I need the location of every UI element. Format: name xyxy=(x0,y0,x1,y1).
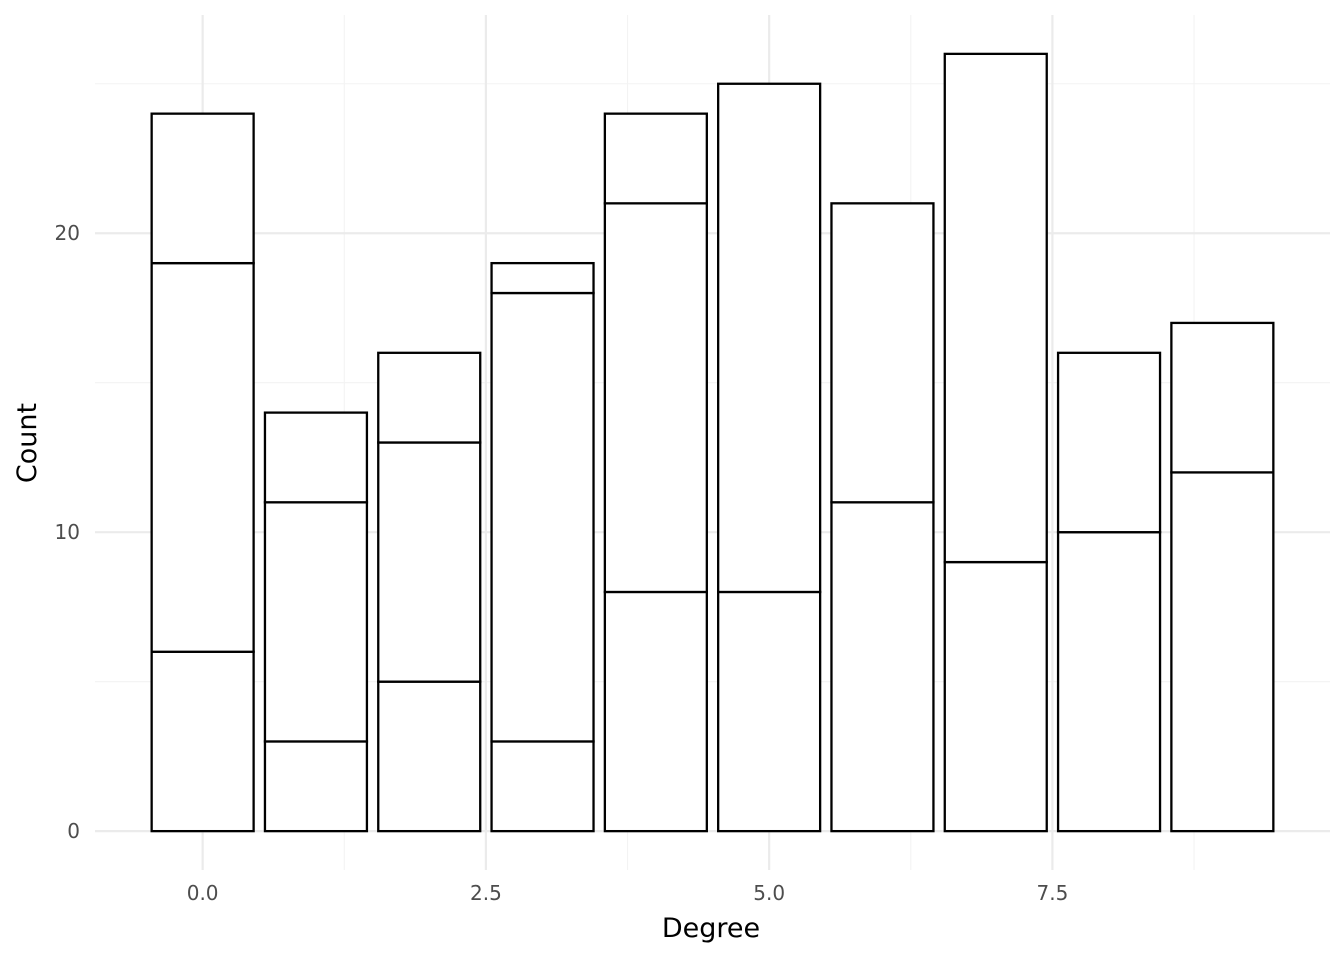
bar-segment xyxy=(603,590,708,833)
bar-degree-5 xyxy=(717,82,822,833)
bar-segment xyxy=(377,441,482,683)
bar-segment xyxy=(1170,321,1275,474)
bar-degree-9 xyxy=(1170,321,1275,833)
bar-degree-4 xyxy=(603,112,708,833)
x-tick-label: 5.0 xyxy=(753,881,785,905)
bar-degree-0 xyxy=(150,112,255,833)
y-axis-title: Count xyxy=(12,403,43,483)
x-axis-title: Degree xyxy=(662,913,760,944)
bar-segment xyxy=(377,680,482,833)
bar-segment xyxy=(603,112,708,205)
bar-degree-1 xyxy=(263,411,369,833)
bar-segment xyxy=(943,560,1048,833)
bar-segment xyxy=(830,501,935,833)
bar-segment xyxy=(830,202,935,504)
bar-segment xyxy=(490,740,595,833)
bar-segment xyxy=(150,261,255,653)
bar-segment xyxy=(1170,471,1275,833)
bar-segment xyxy=(150,650,255,833)
bar-segment xyxy=(1056,531,1162,833)
bar-segment xyxy=(717,590,822,833)
bar-segment xyxy=(263,740,369,833)
x-tick-label: 7.5 xyxy=(1037,881,1069,905)
bar-segment xyxy=(943,52,1048,564)
bar-segment xyxy=(1056,351,1162,534)
bar-segment xyxy=(490,261,595,295)
bar-degree-2 xyxy=(377,351,482,833)
bar-segment xyxy=(263,411,369,504)
bar-segment xyxy=(490,291,595,743)
y-tick-label: 20 xyxy=(55,221,80,245)
bar-segment xyxy=(717,82,822,594)
y-axis-ticks: 0 10 20 xyxy=(55,221,80,843)
bars xyxy=(150,52,1275,833)
y-tick-label: 0 xyxy=(67,819,80,843)
x-tick-label: 2.5 xyxy=(470,881,502,905)
bar-degree-8 xyxy=(1056,351,1162,833)
x-axis-ticks: 0.0 2.5 5.0 7.5 xyxy=(187,881,1069,905)
bar-degree-7 xyxy=(943,52,1048,833)
bar-segment xyxy=(263,501,369,743)
bar-segment xyxy=(603,202,708,594)
y-tick-label: 10 xyxy=(55,520,80,544)
bar-segment xyxy=(150,112,255,265)
bar-degree-6 xyxy=(830,202,935,833)
x-tick-label: 0.0 xyxy=(187,881,219,905)
bar-segment xyxy=(377,351,482,444)
bar-degree-3 xyxy=(490,261,595,833)
